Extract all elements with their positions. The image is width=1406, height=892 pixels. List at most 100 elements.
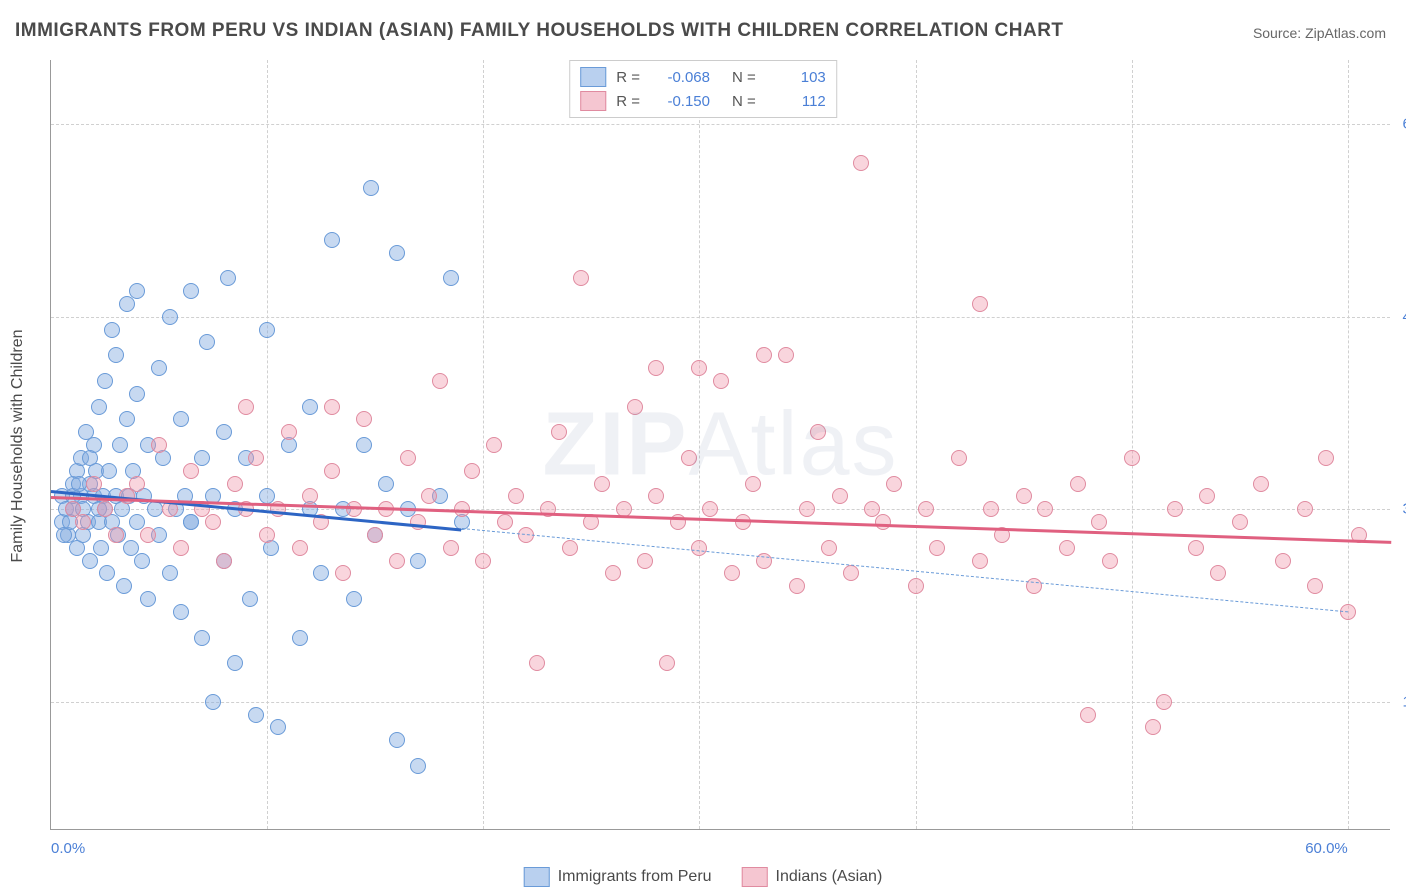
legend-n-value: 103	[766, 69, 826, 86]
data-point	[400, 450, 416, 466]
data-point	[101, 463, 117, 479]
data-point	[443, 270, 459, 286]
data-point	[108, 527, 124, 543]
data-point	[648, 488, 664, 504]
data-point	[594, 476, 610, 492]
legend-item: Indians (Asian)	[742, 867, 883, 887]
data-point	[183, 514, 199, 530]
data-point	[302, 399, 318, 415]
data-point	[173, 604, 189, 620]
data-point	[162, 565, 178, 581]
data-point	[756, 553, 772, 569]
data-point	[497, 514, 513, 530]
data-point	[691, 360, 707, 376]
data-point	[82, 450, 98, 466]
data-point	[1232, 514, 1248, 530]
data-point	[853, 155, 869, 171]
data-point	[281, 424, 297, 440]
data-point	[216, 553, 232, 569]
data-point	[129, 386, 145, 402]
legend-swatch	[742, 867, 768, 887]
source-label: Source: ZipAtlas.com	[1253, 25, 1386, 41]
data-point	[821, 540, 837, 556]
x-tick-label: 60.0%	[1305, 840, 1348, 857]
y-tick-label: 30.0%	[1402, 501, 1406, 518]
data-point	[302, 488, 318, 504]
data-point	[745, 476, 761, 492]
data-point	[151, 437, 167, 453]
data-point	[346, 501, 362, 517]
data-point	[443, 540, 459, 556]
x-tick-label: 0.0%	[51, 840, 85, 857]
gridline-v	[699, 60, 700, 829]
data-point	[367, 527, 383, 543]
data-point	[75, 514, 91, 530]
data-point	[259, 527, 275, 543]
data-point	[562, 540, 578, 556]
data-point	[529, 655, 545, 671]
data-point	[551, 424, 567, 440]
data-point	[324, 232, 340, 248]
legend-label: Indians (Asian)	[776, 868, 883, 886]
data-point	[464, 463, 480, 479]
data-point	[810, 424, 826, 440]
data-point	[778, 347, 794, 363]
data-point	[983, 501, 999, 517]
data-point	[378, 476, 394, 492]
data-point	[1124, 450, 1140, 466]
data-point	[756, 347, 772, 363]
data-point	[140, 527, 156, 543]
data-point	[486, 437, 502, 453]
data-point	[259, 322, 275, 338]
data-point	[356, 437, 372, 453]
data-point	[789, 578, 805, 594]
data-point	[1070, 476, 1086, 492]
data-point	[119, 411, 135, 427]
y-tick-label: 15.0%	[1402, 693, 1406, 710]
gridline-h	[51, 124, 1390, 125]
data-point	[389, 553, 405, 569]
legend-row: R =-0.068N =103	[580, 65, 826, 89]
legend-row: R =-0.150N =112	[580, 89, 826, 113]
data-point	[93, 540, 109, 556]
data-point	[1080, 707, 1096, 723]
legend-r-value: -0.068	[650, 69, 710, 86]
data-point	[140, 591, 156, 607]
data-point	[573, 270, 589, 286]
data-point	[1307, 578, 1323, 594]
data-point	[227, 476, 243, 492]
data-point	[702, 501, 718, 517]
data-point	[1253, 476, 1269, 492]
legend-label: Immigrants from Peru	[558, 868, 712, 886]
data-point	[1210, 565, 1226, 581]
correlation-legend: R =-0.068N =103R =-0.150N =112	[569, 60, 837, 118]
data-point	[421, 488, 437, 504]
data-point	[843, 565, 859, 581]
data-point	[205, 514, 221, 530]
y-axis-label: Family Households with Children	[9, 330, 27, 563]
legend-n-label: N =	[732, 69, 756, 86]
data-point	[1059, 540, 1075, 556]
data-point	[1318, 450, 1334, 466]
data-point	[1091, 514, 1107, 530]
data-point	[335, 565, 351, 581]
data-point	[86, 476, 102, 492]
data-point	[194, 630, 210, 646]
data-point	[637, 553, 653, 569]
gridline-v	[1132, 60, 1133, 829]
data-point	[363, 180, 379, 196]
data-point	[173, 411, 189, 427]
legend-swatch	[580, 91, 606, 111]
data-point	[199, 334, 215, 350]
trend-line	[51, 496, 1391, 543]
data-point	[1188, 540, 1204, 556]
data-point	[724, 565, 740, 581]
data-point	[162, 309, 178, 325]
data-point	[324, 463, 340, 479]
data-point	[627, 399, 643, 415]
data-point	[972, 553, 988, 569]
data-point	[1102, 553, 1118, 569]
data-point	[91, 399, 107, 415]
data-point	[799, 501, 815, 517]
data-point	[292, 630, 308, 646]
